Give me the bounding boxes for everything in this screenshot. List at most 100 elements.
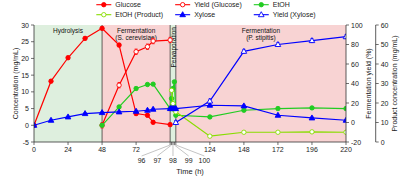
region-label: Fermentation(S. cerevisiae) xyxy=(115,27,157,42)
series xyxy=(34,26,172,127)
x-tick xyxy=(243,142,244,145)
x-tick-label: 148 xyxy=(238,146,250,153)
y2-tick xyxy=(346,64,349,65)
region-label-line: Fermentation xyxy=(242,27,281,34)
x-tick-label: 97 xyxy=(153,157,161,164)
y2-tick-label: 0 xyxy=(351,119,355,126)
error-bar xyxy=(135,87,138,90)
y2-tick-label: 60 xyxy=(351,61,359,68)
series-line xyxy=(34,105,346,125)
tick-leader xyxy=(176,145,205,156)
error-bar xyxy=(101,27,104,30)
x-tick-label: 196 xyxy=(306,146,318,153)
y3-tick-label: 20 xyxy=(381,100,389,107)
legend-item: EtOH xyxy=(254,1,290,8)
data-point xyxy=(276,130,280,134)
y2-tick xyxy=(346,122,349,123)
y-tick-label: 30 xyxy=(21,22,29,29)
y3-tick-label: 60 xyxy=(381,22,389,29)
y-tick-label: 0 xyxy=(25,122,29,129)
data-point xyxy=(117,83,121,87)
data-point xyxy=(309,38,315,43)
legend-marker xyxy=(102,2,106,6)
data-point xyxy=(172,80,176,84)
data-point xyxy=(208,115,212,119)
data-point xyxy=(145,45,149,49)
series xyxy=(169,88,346,138)
data-point xyxy=(145,82,149,86)
region-label: Fermentation(P. stipitis) xyxy=(242,27,281,42)
error-bar xyxy=(276,107,279,110)
data-point xyxy=(116,109,122,114)
data-point xyxy=(309,115,315,120)
region-band xyxy=(34,25,102,142)
data-point xyxy=(173,106,179,111)
tick-leader xyxy=(142,145,171,156)
legend-marker xyxy=(180,12,186,17)
x-tick-label: 0 xyxy=(32,146,36,153)
y2-tick xyxy=(346,83,349,84)
y3-tick xyxy=(376,25,379,26)
legend-label: EtOH (Product) xyxy=(115,11,163,19)
region-label-line: Hydrolysis xyxy=(53,27,84,35)
series xyxy=(100,37,172,128)
x-tick-label: 99 xyxy=(185,157,193,164)
y2-axis-label: Fermentation yield (%) xyxy=(365,48,373,118)
y2-tick-label: -20 xyxy=(351,139,361,146)
y2-tick-label: 20 xyxy=(351,100,359,107)
y2-tick xyxy=(346,103,349,104)
x-tick xyxy=(34,142,35,145)
error-bar xyxy=(101,123,104,128)
y-tick xyxy=(31,108,34,109)
data-point xyxy=(276,106,280,110)
legend-item: Yield (Glucose) xyxy=(175,1,242,9)
data-point xyxy=(134,86,138,90)
error-bar xyxy=(50,79,53,82)
y3-tick-label: 10 xyxy=(381,119,389,126)
legend-marker xyxy=(180,2,184,6)
y-tick-label: 15 xyxy=(21,72,29,79)
data-point xyxy=(168,122,172,126)
data-point xyxy=(241,103,247,108)
series-line xyxy=(176,37,346,123)
y2-tick xyxy=(346,142,349,143)
data-point xyxy=(242,108,246,112)
data-point xyxy=(241,48,247,53)
legend-label: Yield (Glucose) xyxy=(194,1,242,9)
x-tick xyxy=(209,142,210,145)
legend-marker xyxy=(258,12,264,17)
data-point xyxy=(208,134,212,138)
x-tick xyxy=(311,142,312,145)
region-band xyxy=(102,25,170,142)
x-tick-label: 220 xyxy=(340,146,352,153)
error-bar xyxy=(146,83,149,86)
error-bar xyxy=(152,83,155,86)
y-axis-line xyxy=(34,25,35,142)
x-tick xyxy=(102,142,103,145)
y-tick xyxy=(31,125,34,126)
y3-tick xyxy=(376,83,379,84)
error-bar xyxy=(135,49,138,54)
y2-tick-label: 40 xyxy=(351,80,359,87)
data-point xyxy=(151,120,155,124)
x-tick xyxy=(170,142,171,145)
data-point xyxy=(134,50,138,54)
y3-tick xyxy=(376,44,379,45)
legend-label: Glucose xyxy=(115,1,141,8)
data-point xyxy=(275,112,281,117)
data-point xyxy=(343,34,346,39)
data-point xyxy=(65,114,71,119)
legend-item: EtOH (Product) xyxy=(96,11,163,19)
error-bar xyxy=(208,116,211,119)
error-bar xyxy=(84,37,87,40)
regions xyxy=(34,25,346,142)
y-tick-label: 10 xyxy=(21,88,29,95)
error-bar xyxy=(169,123,172,126)
series xyxy=(34,102,346,127)
x-tick xyxy=(277,142,278,145)
y-tick-label: -5 xyxy=(23,139,29,146)
x-tick-label: 24 xyxy=(64,146,72,153)
legend-label: EtOH xyxy=(273,1,290,8)
y3-axis-label: Product concentration (mg/mL) xyxy=(391,35,399,131)
y3-tick xyxy=(376,122,379,123)
